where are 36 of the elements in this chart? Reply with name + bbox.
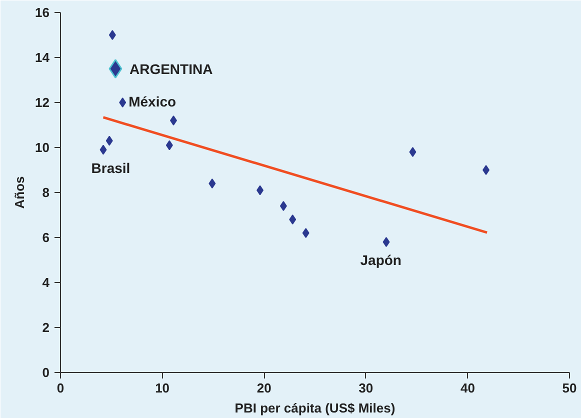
y-tick-label: 2	[42, 320, 50, 335]
point	[409, 147, 416, 157]
x-tick-label: 10	[155, 380, 170, 396]
point	[482, 165, 490, 175]
x-tick-label: 20	[256, 380, 272, 396]
point	[280, 201, 287, 211]
point	[382, 237, 390, 247]
point	[100, 144, 107, 155]
point	[302, 228, 310, 238]
y-tick-label: 0	[42, 365, 50, 380]
y-tick-label: 14	[35, 50, 50, 65]
point	[256, 185, 264, 196]
point	[119, 98, 126, 108]
point	[106, 136, 113, 146]
y-tick-label: 10	[35, 140, 50, 155]
point	[166, 140, 173, 150]
point	[170, 116, 177, 126]
y-tick-label: 8	[42, 185, 50, 200]
y-tick-label: 6	[42, 230, 50, 245]
annotation: Japón	[360, 252, 402, 268]
point	[108, 59, 122, 78]
y-tick-label: 4	[42, 275, 50, 290]
point	[208, 178, 216, 188]
x-axis-title: PBI per cápita (US$ Miles)	[234, 400, 396, 416]
point	[289, 214, 296, 224]
annotation: Brasil	[91, 160, 130, 176]
y-tick-label: 16	[35, 5, 50, 20]
x-tick-label: 40	[460, 380, 475, 396]
x-tick-label: 30	[358, 380, 374, 396]
y-axis-title: Años	[12, 176, 28, 209]
x-tick-label: 50	[562, 380, 577, 396]
point	[108, 30, 116, 40]
annotation: México	[128, 94, 176, 110]
x-tick-label: 0	[56, 380, 64, 396]
y-tick-label: 12	[35, 95, 50, 110]
annotation: ARGENTINA	[129, 60, 213, 77]
